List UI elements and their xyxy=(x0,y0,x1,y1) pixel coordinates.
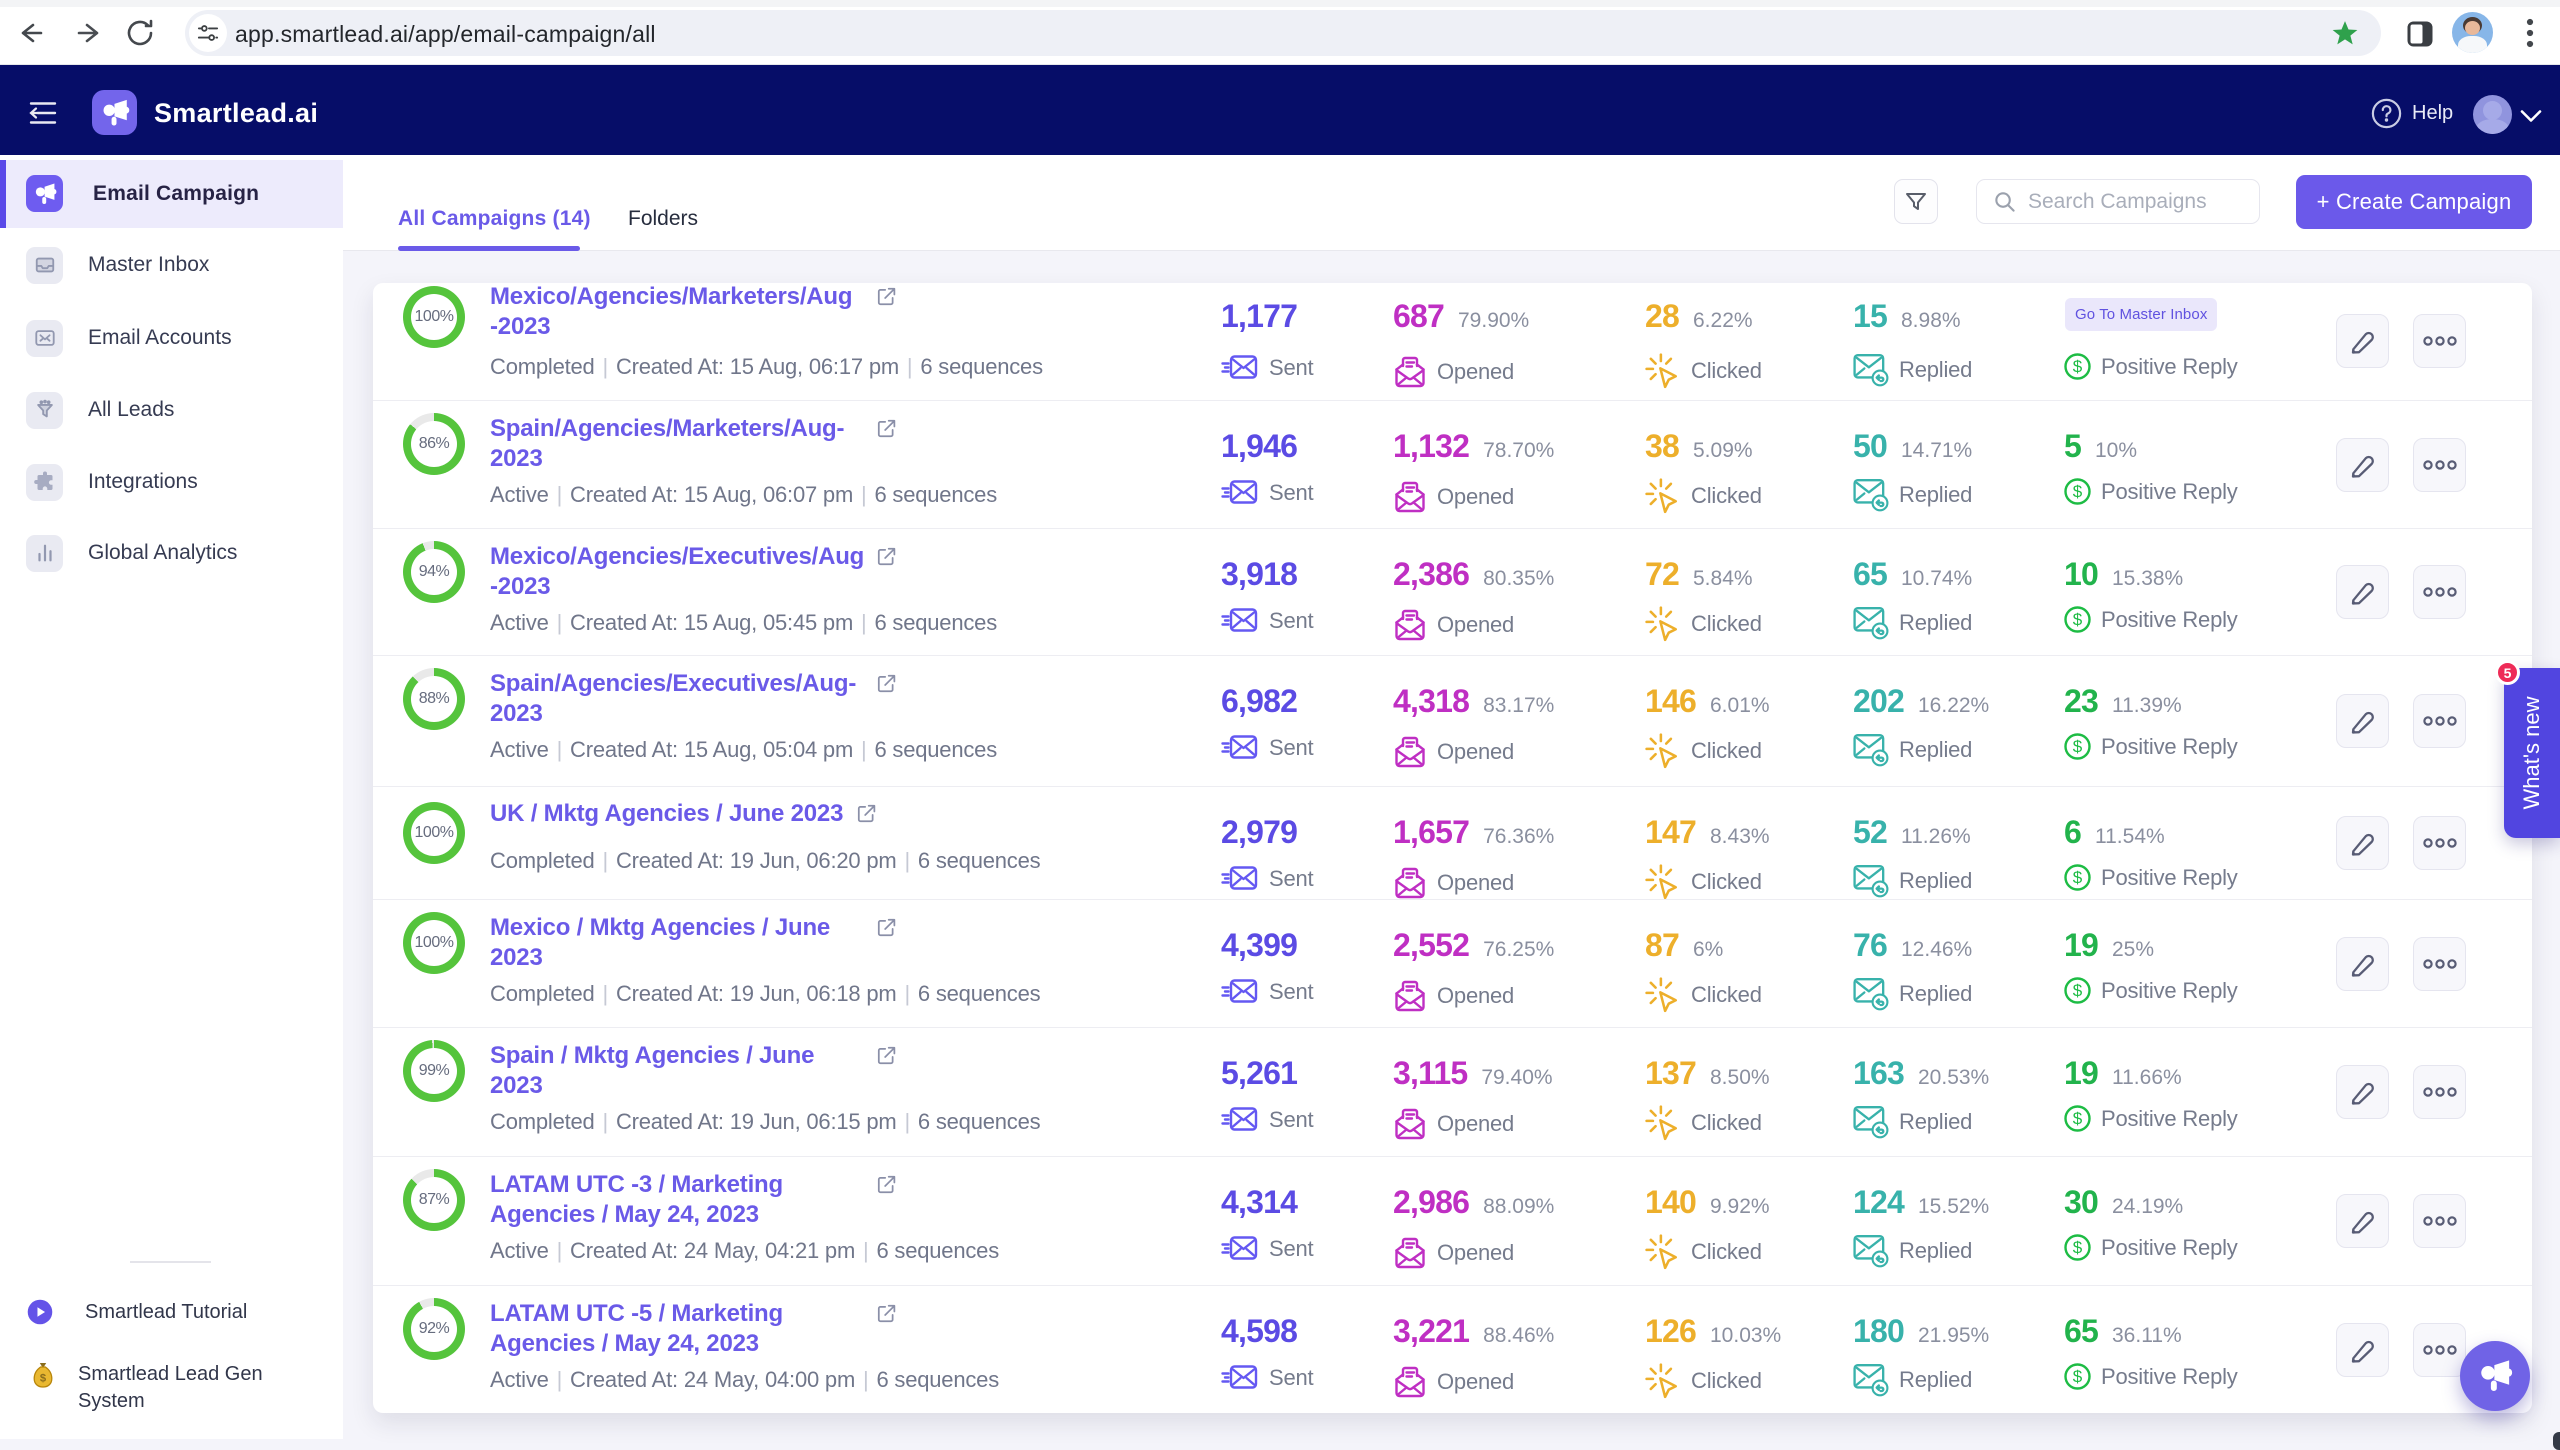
svg-text:$: $ xyxy=(2073,737,2083,756)
svg-text:$: $ xyxy=(40,1372,47,1384)
svg-text:$: $ xyxy=(2073,357,2083,376)
svg-text:$: $ xyxy=(2073,1367,2083,1386)
svg-text:$: $ xyxy=(2073,1109,2083,1128)
svg-text:$: $ xyxy=(2073,868,2083,887)
svg-text:$: $ xyxy=(2073,1238,2083,1257)
svg-text:$: $ xyxy=(2073,610,2083,629)
svg-text:$: $ xyxy=(2073,981,2083,1000)
svg-text:$: $ xyxy=(2073,482,2083,501)
